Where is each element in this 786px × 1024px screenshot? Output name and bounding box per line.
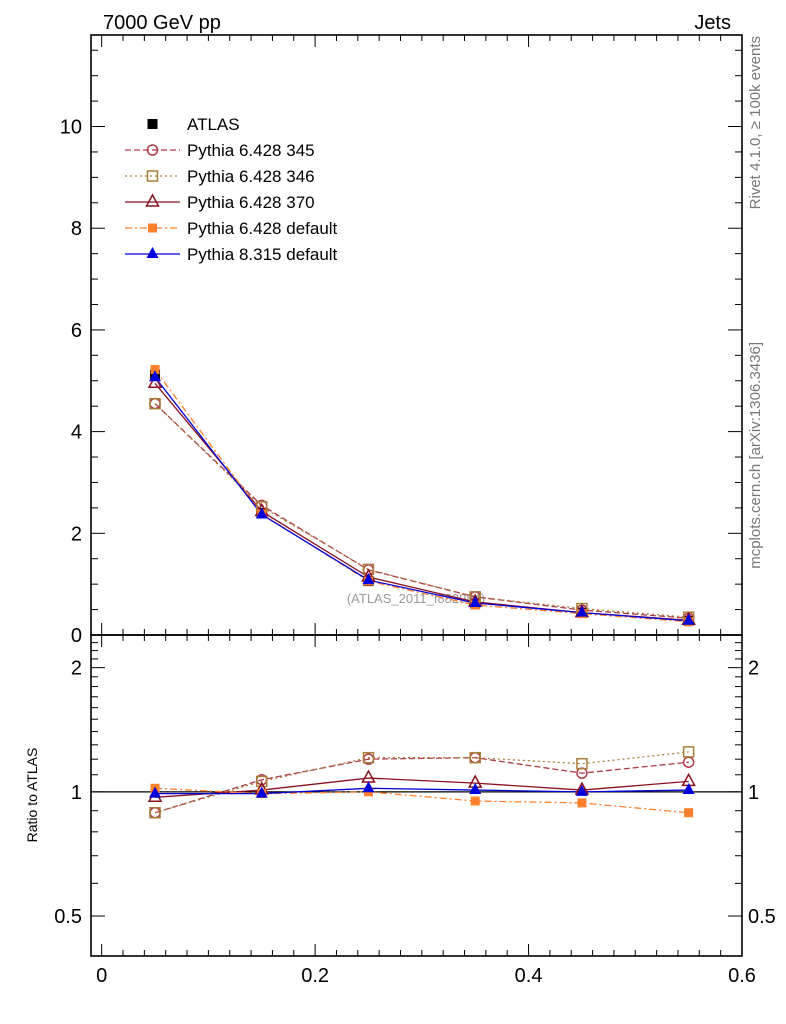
ratio-point-4-0 xyxy=(149,786,162,798)
ratio-point-4-2 xyxy=(362,781,375,793)
ratio-point-4-5 xyxy=(682,783,695,795)
ratio-point-1-3 xyxy=(469,751,481,764)
data-point-2-0 xyxy=(149,397,161,410)
ratio-line-2 xyxy=(154,777,689,798)
ratio-point-3-5 xyxy=(684,808,694,818)
ratio-point-1-1 xyxy=(256,775,268,788)
ratio-point-2-2 xyxy=(361,769,376,783)
ratio-y-tick-label: 1 xyxy=(71,782,82,804)
x-tick-label: 0.6 xyxy=(728,965,756,987)
ratio-point-4-4 xyxy=(575,784,588,796)
legend-label-4: Pythia 6.428 default xyxy=(187,219,338,238)
legend-label-2: Pythia 6.428 346 xyxy=(187,167,315,186)
ratio-y-tick-label: 2 xyxy=(71,658,82,680)
ratio-line-3 xyxy=(155,787,689,814)
legend-label-0: ATLAS xyxy=(187,115,240,134)
ratio-point-4-1 xyxy=(255,786,268,798)
ratio-line-4 xyxy=(155,787,689,795)
ratio-y-tick-label-right: 1 xyxy=(748,782,759,804)
header-left-title: 7000 GeV pp xyxy=(103,12,221,34)
ratio-y-tick-label: 0.5 xyxy=(54,906,82,928)
ratio-point-4-3 xyxy=(469,783,482,795)
side-label-top: Rivet 4.1.0, ≥ 100k events xyxy=(747,36,764,209)
data-point-5-2 xyxy=(362,573,375,585)
data-point-5-3 xyxy=(469,595,482,607)
y-tick-label: 2 xyxy=(71,523,82,545)
legend-marker-2 xyxy=(146,170,159,182)
legend-marker-0 xyxy=(147,119,158,129)
legend-marker-1 xyxy=(146,144,159,156)
ratio-line-1 xyxy=(154,751,689,814)
x-tick-label: 0.2 xyxy=(301,965,329,987)
series-line-1 xyxy=(154,403,689,619)
data-point-5-5 xyxy=(682,613,695,625)
ratio-point-1-4 xyxy=(576,757,588,770)
data-point-3-0 xyxy=(147,374,163,389)
y-tick-label: 6 xyxy=(71,320,82,342)
data-point-5-4 xyxy=(575,605,588,617)
header-right-title: Jets xyxy=(694,12,731,34)
series-line-5 xyxy=(154,376,689,622)
data-point-5-0 xyxy=(149,370,162,382)
ratio-point-3-4 xyxy=(577,798,587,808)
y-tick-label: 0 xyxy=(71,625,82,647)
y-tick-label: 10 xyxy=(60,117,82,139)
x-tick-label: 0 xyxy=(96,965,107,987)
ratio-y-tick-label-right: 2 xyxy=(748,658,759,680)
ratio-line-0 xyxy=(154,757,689,814)
side-label-bottom: mcplots.cern.ch [arXiv:1306.3436] xyxy=(747,342,764,569)
ratio-plot-frame xyxy=(90,634,743,957)
series-line-4 xyxy=(154,369,689,623)
ratio-point-1-2 xyxy=(362,751,375,764)
ratio-point-1-0 xyxy=(149,806,161,819)
legend-marker-4 xyxy=(148,223,157,233)
y-tick-label: 8 xyxy=(71,218,82,240)
legend-marker-5 xyxy=(146,247,159,258)
legend-label-3: Pythia 6.428 370 xyxy=(187,193,315,212)
y-tick-label: 4 xyxy=(71,422,82,444)
ratio-y-tick-label-right: 0.5 xyxy=(748,906,776,928)
x-tick-label: 0.4 xyxy=(515,965,543,987)
legend-label-1: Pythia 6.428 345 xyxy=(187,141,315,160)
legend-label-5: Pythia 8.315 default xyxy=(187,245,338,264)
data-point-5-1 xyxy=(255,507,268,519)
watermark: (ATLAS_2011_I882984) xyxy=(347,591,485,606)
ratio-point-1-5 xyxy=(682,746,695,758)
ratio-y-axis-label: Ratio to ATLAS xyxy=(24,748,40,843)
ratio-point-3-3 xyxy=(470,796,480,806)
legend-marker-3 xyxy=(145,193,160,207)
series-line-3 xyxy=(154,382,689,621)
data-point-4-0 xyxy=(150,365,160,375)
series-line-2 xyxy=(154,403,689,618)
